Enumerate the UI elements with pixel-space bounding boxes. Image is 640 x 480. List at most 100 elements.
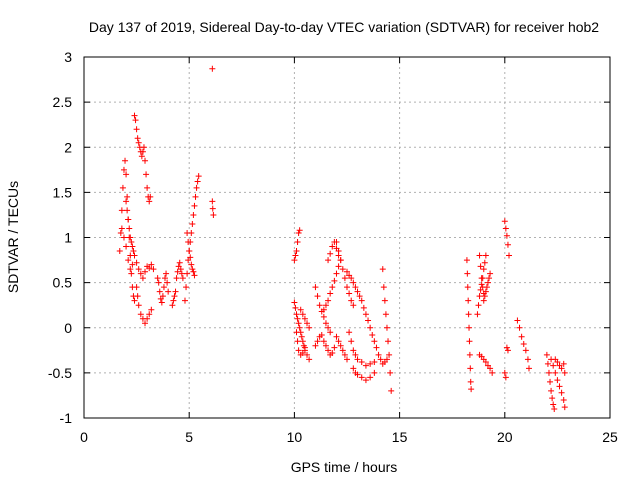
data-point xyxy=(130,248,137,255)
series-arc-04 xyxy=(133,284,155,327)
x-axis-label: GPS time / hours xyxy=(291,459,398,475)
data-point xyxy=(341,275,348,282)
data-point xyxy=(501,218,508,225)
data-point xyxy=(482,252,489,259)
x-tick-label: 15 xyxy=(392,429,408,445)
data-point xyxy=(164,279,171,286)
data-point xyxy=(185,239,192,246)
y-tick-label: 3 xyxy=(64,49,72,65)
data-point xyxy=(179,275,186,282)
data-point xyxy=(327,329,334,336)
series-arc-30 xyxy=(476,351,496,376)
data-point xyxy=(172,288,179,295)
data-point xyxy=(129,261,136,268)
series-arc-33 xyxy=(514,317,532,372)
data-point xyxy=(148,261,155,268)
data-point xyxy=(195,173,202,180)
data-point xyxy=(327,250,334,257)
data-point xyxy=(146,265,153,272)
data-point xyxy=(561,404,568,411)
data-point xyxy=(464,284,471,291)
data-point xyxy=(191,272,198,279)
data-point xyxy=(159,293,166,300)
data-point xyxy=(176,259,183,266)
data-point xyxy=(148,306,155,313)
data-point xyxy=(550,401,557,408)
data-point xyxy=(360,304,367,311)
plot-frame xyxy=(83,56,611,419)
data-point xyxy=(322,302,329,309)
data-point xyxy=(128,239,135,246)
y-tick-label: -0.5 xyxy=(48,365,72,381)
data-point xyxy=(350,302,357,309)
x-tick-label: 0 xyxy=(80,429,88,445)
data-point xyxy=(548,387,555,394)
data-point xyxy=(117,229,124,236)
data-point xyxy=(543,351,550,358)
data-point xyxy=(297,306,304,313)
data-point xyxy=(210,211,217,218)
data-point xyxy=(337,342,344,349)
data-point xyxy=(369,331,376,338)
data-point xyxy=(367,360,374,367)
data-point xyxy=(554,359,561,366)
data-point xyxy=(333,239,340,246)
data-point xyxy=(156,288,163,295)
data-point xyxy=(134,135,141,142)
data-point xyxy=(129,243,136,250)
data-point xyxy=(135,139,142,146)
data-point xyxy=(158,299,165,306)
data-point xyxy=(375,351,382,358)
data-point xyxy=(294,315,301,322)
data-point xyxy=(467,378,474,385)
data-point xyxy=(367,374,374,381)
data-point xyxy=(358,374,365,381)
series-arc-05 xyxy=(123,198,137,255)
data-point xyxy=(131,252,138,259)
data-point xyxy=(299,338,306,345)
data-point xyxy=(301,344,308,351)
data-point xyxy=(183,284,190,291)
data-point xyxy=(155,279,162,286)
data-point xyxy=(335,338,342,345)
data-point xyxy=(476,252,483,259)
series-arc-17 xyxy=(320,257,344,313)
data-point xyxy=(344,356,350,363)
data-point xyxy=(503,232,510,239)
data-point xyxy=(170,297,177,304)
data-point xyxy=(504,347,511,354)
data-point xyxy=(350,347,357,354)
data-point xyxy=(379,266,386,273)
data-point xyxy=(337,257,344,264)
data-point xyxy=(294,239,301,246)
data-point xyxy=(358,359,365,366)
data-point xyxy=(306,356,313,363)
data-point xyxy=(383,356,390,363)
data-point xyxy=(163,270,170,277)
data-point xyxy=(296,227,303,234)
y-tick-label: -1 xyxy=(60,410,73,426)
data-point xyxy=(295,229,302,236)
series-arc-14 xyxy=(297,306,313,331)
data-point xyxy=(465,297,472,304)
data-point xyxy=(516,324,523,331)
data-point xyxy=(296,324,303,331)
series-arc-12 xyxy=(291,299,308,354)
data-point xyxy=(487,365,494,372)
data-point xyxy=(194,178,201,185)
data-point xyxy=(295,347,302,354)
axis-ticks: 0 5 10 15 20 25 -1 -0.5 0 0.5 1 1.5 2 2.5 3 xyxy=(48,49,618,445)
data-point xyxy=(312,342,319,349)
data-point xyxy=(475,302,482,309)
data-point xyxy=(299,350,306,357)
data-point xyxy=(545,369,552,376)
data-point xyxy=(560,360,567,367)
data-point xyxy=(188,261,195,268)
data-point xyxy=(193,184,200,191)
data-point xyxy=(502,374,509,381)
data-point xyxy=(301,315,308,322)
data-point xyxy=(137,311,144,318)
data-point xyxy=(191,202,198,209)
data-point xyxy=(380,284,387,291)
